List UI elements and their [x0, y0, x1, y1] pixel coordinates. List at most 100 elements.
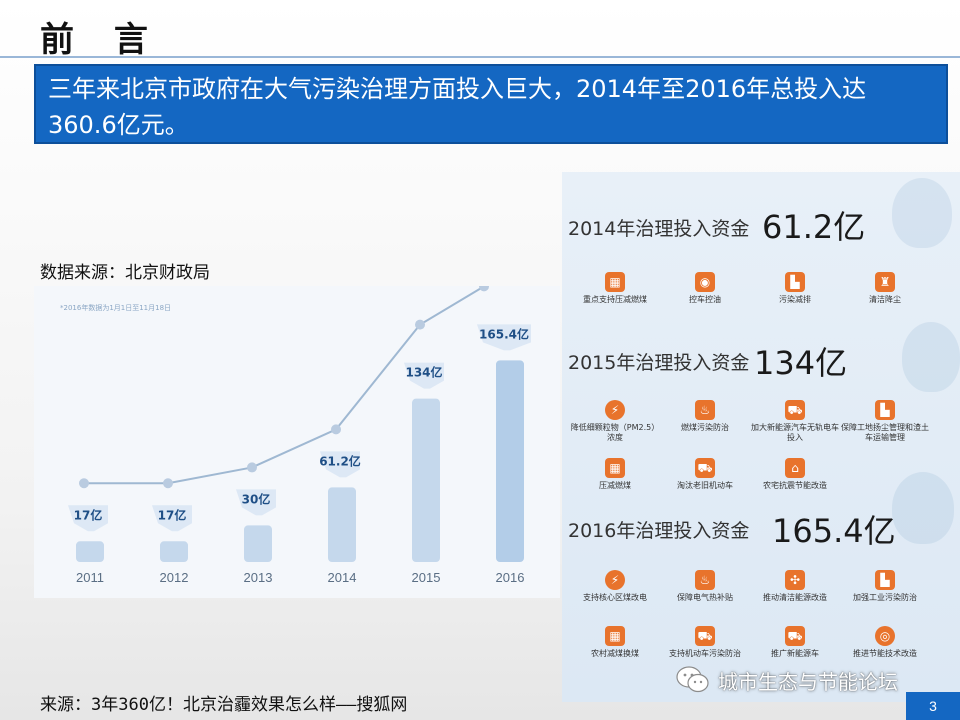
- x-tick-2011: 2011: [76, 570, 104, 585]
- bolt-icon: ⚡: [605, 570, 625, 590]
- coal-icon: ▦: [605, 272, 625, 292]
- dust-icon: ♜: [875, 272, 895, 292]
- year-amount: 61.2亿: [762, 208, 866, 246]
- measure-label: 推进节能技术改造: [853, 649, 917, 658]
- measure-label: 加大新能源汽车无轨电车投入: [751, 423, 839, 442]
- investment-bar-chart: *2016年数据为1月1日至11月18日 17亿 17亿 30亿 61.2亿 134亿 1…: [34, 286, 560, 598]
- value-label-2016: 165.4亿: [477, 324, 531, 351]
- value-label-2013: 30亿: [236, 489, 276, 516]
- page-number: 3: [906, 692, 960, 720]
- measure-label: 压减燃煤: [599, 481, 631, 490]
- trend-point-2011: [79, 478, 89, 489]
- measure-item: ⌂ 农宅抗震节能改造: [750, 458, 840, 491]
- measure-item: ⚡ 支持核心区煤改电: [570, 570, 660, 603]
- value-label-2015: 134亿: [404, 362, 444, 389]
- year-amount: 165.4亿: [772, 512, 896, 550]
- title-divider: [0, 56, 960, 58]
- ev-car-icon: ⛟: [785, 400, 805, 420]
- measure-label: 保障工地扬尘管理和渣土车运输管理: [841, 423, 929, 442]
- svg-text:165.4亿: 165.4亿: [479, 326, 529, 341]
- value-label-2014: 61.2亿: [319, 451, 361, 478]
- money-bag-icon: [892, 178, 952, 248]
- measure-item: ♨ 燃煤污染防治: [660, 400, 750, 433]
- bar-2015: [412, 398, 440, 562]
- measure-item: ▦ 农村减煤换煤: [570, 626, 660, 659]
- bars-layer: [76, 360, 524, 562]
- chart-svg: *2016年数据为1月1日至11月18日 17亿 17亿30亿61.2亿134亿1…: [60, 286, 531, 585]
- measure-item: ▙ 污染减排: [750, 272, 840, 305]
- construction-icon: ▙: [875, 400, 895, 420]
- annual-investment-panel: 2014年治理投入资金 61.2亿 2015年治理投入资金 134亿 2016年…: [562, 172, 960, 702]
- measure-label: 重点支持压减燃煤: [583, 295, 647, 304]
- truck-icon: ⛟: [695, 458, 715, 478]
- house-icon: ⌂: [785, 458, 805, 478]
- money-bag-icon: [902, 322, 960, 392]
- measure-item: ◉ 控车控油: [660, 272, 750, 305]
- measure-item: ▦ 重点支持压减燃煤: [570, 272, 660, 305]
- measure-label: 推广新能源车: [771, 649, 819, 658]
- svg-text:17亿: 17亿: [158, 507, 187, 522]
- measure-item: ⛟ 淘汰老旧机动车: [660, 458, 750, 491]
- pollution-icon: ♨: [695, 400, 715, 420]
- measure-label: 支持核心区煤改电: [583, 593, 647, 602]
- industry-icon: ▙: [875, 570, 895, 590]
- energy-tech-icon: ◎: [875, 626, 895, 646]
- trend-point-2016: [479, 286, 489, 292]
- svg-text:134亿: 134亿: [405, 365, 442, 380]
- ev-car-icon: ⛟: [785, 626, 805, 646]
- year-heading: 2015年治理投入资金: [568, 352, 750, 374]
- headline-banner: 三年来北京市政府在大气污染治理方面投入巨大，2014年至2016年总投入达360…: [34, 64, 948, 144]
- measure-item: ✣ 推动清洁能源改造: [750, 570, 840, 603]
- measure-label: 农宅抗震节能改造: [763, 481, 827, 490]
- truck-icon: ⛟: [695, 626, 715, 646]
- measure-item: ♨ 保障电气热补贴: [660, 570, 750, 603]
- measure-label: 清洁降尘: [869, 295, 901, 304]
- money-bag-icon: [892, 472, 954, 544]
- measure-label: 推动清洁能源改造: [763, 593, 827, 602]
- x-tick-2016: 2016: [496, 570, 525, 585]
- trend-point-2012: [163, 478, 173, 489]
- wechat-icon: [676, 665, 710, 695]
- bar-2012: [160, 541, 188, 562]
- x-tick-2012: 2012: [160, 570, 189, 585]
- watermark: 城市生态与节能论坛: [676, 662, 898, 698]
- measure-label: 降低细颗粒物（PM2.5）浓度: [570, 423, 660, 442]
- value-labels-layer: 17亿 17亿 30亿 61.2亿 134亿 165.4亿: [68, 324, 531, 532]
- measure-label: 加强工业污染防治: [853, 593, 917, 602]
- bar-2016: [496, 360, 524, 562]
- bar-2013: [244, 525, 272, 562]
- article-source-label: 来源：3年360亿！北京治霾效果怎么样——搜狐网: [40, 695, 408, 715]
- trend-line-layer: [79, 286, 489, 489]
- trend-point-2014: [331, 424, 341, 435]
- x-tick-2015: 2015: [412, 570, 441, 585]
- measure-item: ⛟ 支持机动车污染防治: [660, 626, 750, 659]
- measure-item: ▙ 保障工地扬尘管理和渣土车运输管理: [840, 400, 930, 443]
- value-label-2012: 17亿: [152, 505, 192, 532]
- measure-label: 保障电气热补贴: [677, 593, 733, 602]
- watermark-text: 城市生态与节能论坛: [718, 669, 898, 694]
- bar-2011: [76, 541, 104, 562]
- flame-icon: ♨: [695, 570, 715, 590]
- coal-icon: ▦: [605, 458, 625, 478]
- svg-text:30亿: 30亿: [242, 491, 271, 506]
- factory-icon: ▙: [785, 272, 805, 292]
- svg-text:17亿: 17亿: [74, 507, 103, 522]
- fan-icon: ✣: [785, 570, 805, 590]
- trend-point-2013: [247, 462, 257, 473]
- measure-item: ▙ 加强工业污染防治: [840, 570, 930, 603]
- x-tick-labels: 2011 2012 2013 2014 2015 2016: [76, 570, 524, 585]
- measure-item: ⚡ 降低细颗粒物（PM2.5）浓度: [570, 400, 660, 443]
- chart-note: *2016年数据为1月1日至11月18日: [60, 303, 171, 312]
- measure-item: ▦ 压减燃煤: [570, 458, 660, 491]
- measure-label: 燃煤污染防治: [681, 423, 729, 432]
- trend-line: [84, 286, 485, 485]
- particle-icon: ⚡: [605, 400, 625, 420]
- measure-label: 支持机动车污染防治: [669, 649, 741, 658]
- measure-item: ⛟ 加大新能源汽车无轨电车投入: [750, 400, 840, 443]
- trend-point-2015: [415, 319, 425, 330]
- x-tick-2014: 2014: [328, 570, 357, 585]
- svg-text:61.2亿: 61.2亿: [319, 453, 361, 468]
- measure-item: ◎ 推进节能技术改造: [840, 626, 930, 659]
- coal-icon: ▦: [605, 626, 625, 646]
- year-amount: 134亿: [754, 344, 848, 382]
